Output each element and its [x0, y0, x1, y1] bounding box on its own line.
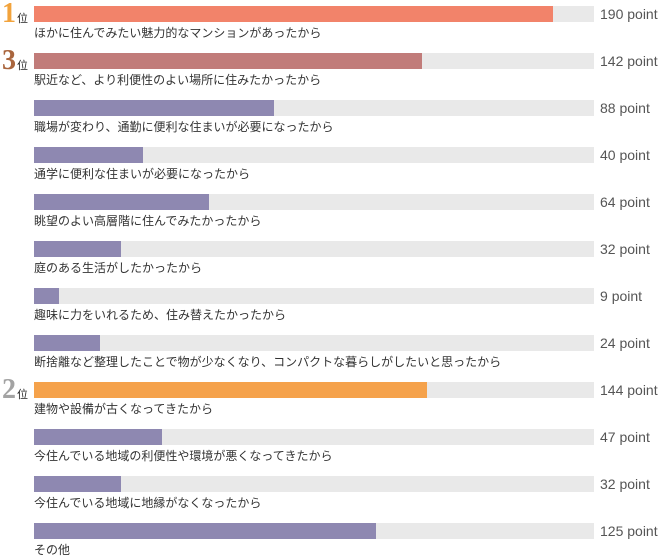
bar	[34, 476, 122, 492]
value-label: 32 point	[600, 476, 650, 492]
bar	[34, 147, 144, 163]
bar	[34, 523, 376, 539]
rank-suffix: 位	[17, 12, 28, 25]
value-unit: point	[627, 382, 658, 398]
value-unit: point	[619, 241, 650, 257]
value-label: 47 point	[600, 429, 650, 445]
bar-row: 3位 142 point 駅近など、より利便性のよい場所に住みたかったから	[0, 47, 664, 89]
value-label: 9 point	[600, 288, 642, 304]
value-label: 40 point	[600, 147, 650, 163]
value-number: 32	[600, 241, 616, 257]
category-label: 建物や設備が古くなってきたから	[34, 402, 214, 416]
rank-number: 1	[2, 0, 16, 29]
rank-number: 3	[2, 45, 16, 76]
category-label: 通学に便利な住まいが必要になったから	[34, 167, 251, 181]
value-number: 142	[600, 53, 624, 69]
value-number: 32	[600, 476, 616, 492]
value-number: 64	[600, 194, 616, 210]
bar-row: 32 point 庭のある生活がしたかったから	[0, 241, 664, 277]
bar-row: 32 point 今住んでいる地域に地縁がなくなったから	[0, 476, 664, 512]
value-label: 88 point	[600, 100, 650, 116]
category-label: 眺望のよい高層階に住んでみたかったから	[34, 214, 262, 228]
bar-track	[34, 288, 594, 304]
value-unit: point	[611, 288, 643, 304]
bar	[34, 53, 422, 69]
bar-row: 88 point 職場が変わり、通勤に便利な住まいが必要になったから	[0, 100, 664, 136]
value-label: 144 point	[600, 382, 658, 398]
value-unit: point	[619, 147, 650, 163]
bar-track	[34, 335, 594, 351]
value-label: 190 point	[600, 6, 658, 22]
category-label: 今住んでいる地域に地縁がなくなったから	[34, 496, 262, 510]
value-number: 40	[600, 147, 616, 163]
bar-track	[34, 194, 594, 210]
value-label: 64 point	[600, 194, 650, 210]
bar-track	[34, 429, 594, 445]
bar	[34, 335, 100, 351]
bar-track	[34, 523, 594, 539]
rank-suffix: 位	[17, 388, 28, 401]
bar	[34, 429, 163, 445]
bar	[34, 241, 122, 257]
value-number: 9	[600, 288, 608, 304]
bar-row: 9 point 趣味に力をいれるため、住み替えたかったから	[0, 288, 664, 324]
value-unit: point	[619, 335, 650, 351]
value-unit: point	[627, 6, 658, 22]
value-unit: point	[627, 523, 658, 539]
value-label: 125 point	[600, 523, 658, 539]
category-label: 今住んでいる地域の利便性や環境が悪くなってきたから	[34, 449, 333, 463]
bar	[34, 382, 428, 398]
bar-track	[34, 382, 594, 398]
bar-row: 2位 144 point 建物や設備が古くなってきたから	[0, 376, 664, 418]
value-unit: point	[619, 429, 650, 445]
bar-row: 40 point 通学に便利な住まいが必要になったから	[0, 147, 664, 183]
bar-track	[34, 6, 594, 22]
bar-row: 1位 190 point ほかに住んでみたい魅力的なマンションがあったから	[0, 0, 664, 42]
category-label: ほかに住んでみたい魅力的なマンションがあったから	[34, 26, 322, 40]
bar-row: 24 point 断捨離など整理したことで物が少なくなり、コンパクトな暮らしがした…	[0, 335, 664, 371]
value-number: 125	[600, 523, 624, 539]
bar-track	[34, 241, 594, 257]
bar-track	[34, 147, 594, 163]
bar-track	[34, 53, 594, 69]
rank-number: 2	[2, 374, 16, 405]
bar-track	[34, 476, 594, 492]
category-label: その他	[34, 543, 71, 557]
category-label: 趣味に力をいれるため、住み替えたかったから	[34, 308, 287, 322]
bar	[34, 194, 209, 210]
value-label: 32 point	[600, 241, 650, 257]
category-label: 庭のある生活がしたかったから	[34, 261, 203, 275]
rank-badge: 2位	[2, 376, 28, 404]
bar	[34, 288, 59, 304]
bar-row: 64 point 眺望のよい高層階に住んでみたかったから	[0, 194, 664, 230]
value-label: 24 point	[600, 335, 650, 351]
value-unit: point	[627, 53, 658, 69]
bar-row: 47 point 今住んでいる地域の利便性や環境が悪くなってきたから	[0, 429, 664, 465]
value-number: 47	[600, 429, 616, 445]
value-unit: point	[619, 100, 650, 116]
bar-track	[34, 100, 594, 116]
rank-badge: 1位	[2, 0, 28, 28]
bar	[34, 6, 553, 22]
category-label: 駅近など、より利便性のよい場所に住みたかったから	[34, 73, 322, 87]
rank-suffix: 位	[17, 59, 28, 72]
value-unit: point	[619, 194, 650, 210]
rank-badge: 3位	[2, 47, 28, 75]
bar-row: 125 point その他	[0, 523, 664, 559]
bar	[34, 100, 275, 116]
value-label: 142 point	[600, 53, 658, 69]
value-number: 190	[600, 6, 624, 22]
value-number: 24	[600, 335, 616, 351]
value-number: 88	[600, 100, 616, 116]
value-unit: point	[619, 476, 650, 492]
category-label: 断捨離など整理したことで物が少なくなり、コンパクトな暮らしがしたいと思ったから	[34, 355, 502, 369]
value-number: 144	[600, 382, 624, 398]
category-label: 職場が変わり、通勤に便利な住まいが必要になったから	[34, 120, 334, 134]
